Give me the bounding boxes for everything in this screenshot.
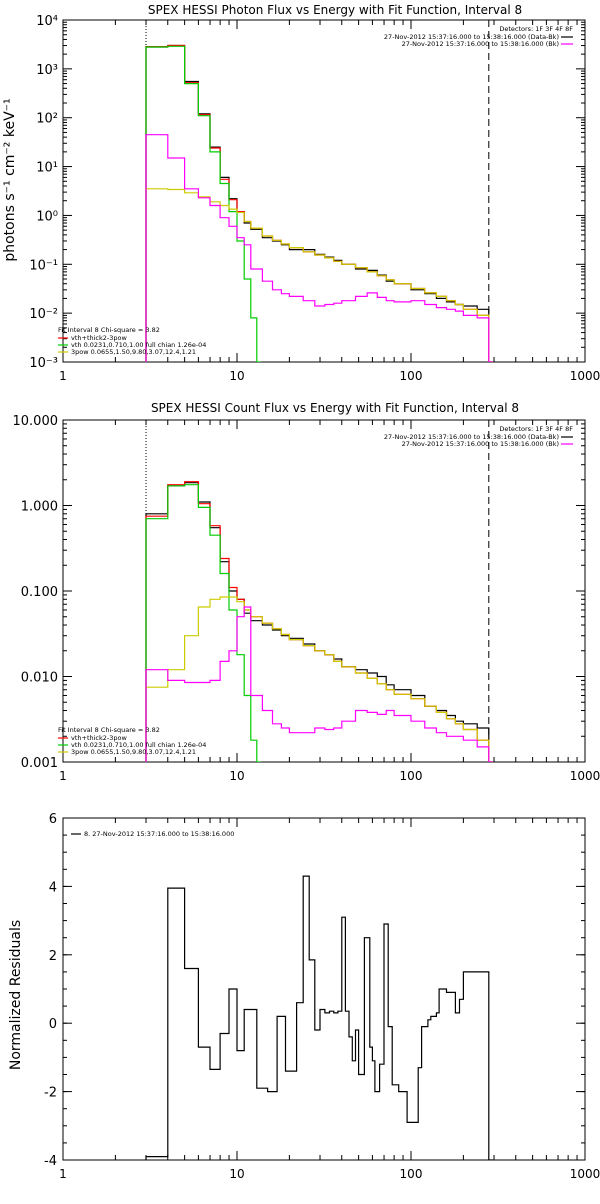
- x-tick-label: 1000: [570, 369, 600, 383]
- series-line: [146, 485, 261, 762]
- y-tick-label: 0.010: [21, 671, 58, 686]
- fit-legend-header: Fit Interval 8 Chi-square = 3.82: [58, 326, 160, 334]
- y-tick-label: 10¹: [36, 161, 58, 176]
- photon-flux-panel: SPEX HESSI Photon Flux vs Energy with Fi…: [2, 3, 600, 383]
- series-line: [146, 876, 493, 1160]
- y-tick-label: -2: [44, 1086, 57, 1101]
- plot-frame: [63, 420, 585, 762]
- count-flux-title: SPEX HESSI Count Flux vs Energy with Fit…: [151, 401, 519, 415]
- x-tick-label: 10: [229, 369, 244, 383]
- y-tick-label: 0: [49, 1017, 57, 1032]
- y-tick-label: 10³: [36, 63, 58, 78]
- residual-legend-entry: 8. 27-Nov-2012 15:37:16.000 to 15:38:16.…: [84, 830, 234, 838]
- y-tick-label: 10⁻¹: [29, 258, 58, 273]
- legend-entry: 27-Nov-2012 15:37:16.000 to 15:38:16.000…: [402, 40, 559, 48]
- plot-frame: [63, 20, 585, 362]
- series-group: [146, 876, 493, 1160]
- photon-flux-ylabel: photons s⁻¹ cm⁻² keV⁻¹: [2, 98, 18, 261]
- residuals-panel: Normalized Residuals 1 10 100 1000 -4 -2 0 2 4 6 8…: [8, 812, 600, 1181]
- x-tick-label: 100: [400, 369, 423, 383]
- y-tick-label: 10⁴: [36, 14, 58, 29]
- x-tick-label: 1000: [570, 1167, 600, 1181]
- x-tick-label: 100: [400, 1167, 423, 1181]
- y-tick-label: 10²: [36, 112, 58, 127]
- y-tick-label: 10⁰: [36, 209, 58, 224]
- x-tick-label: 10: [229, 1167, 244, 1181]
- y-tick-label: 10⁻³: [29, 356, 58, 371]
- photon-flux-title: SPEX HESSI Photon Flux vs Energy with Fi…: [148, 3, 522, 17]
- fit-legend-entry: 3pow 0.0655,1.50,9.80,3.07,12.4,1.21: [71, 348, 196, 356]
- y-tick-label: -4: [44, 1154, 57, 1169]
- x-tick-label: 100: [400, 769, 423, 783]
- series-line: [146, 189, 493, 362]
- y-tick-label: 1.000: [21, 500, 58, 515]
- y-tick-label: 0.001: [21, 756, 58, 771]
- series-group: [146, 482, 493, 762]
- x-tick-label: 1: [59, 769, 67, 783]
- residuals-plot: 1 10 100 1000 -4 -2 0 2 4 6 8. 27-Nov-2012 15:37:1…: [44, 812, 600, 1181]
- y-tick-label: 4: [49, 880, 57, 895]
- y-tick-label: 0.100: [21, 585, 58, 600]
- count-flux-plot: 1 10 100 1000 0.001 0.010 0.100 1.000 10.000 Dete…: [13, 414, 600, 783]
- series-line: [146, 597, 493, 762]
- legend-header: Detectors: 1F 3F 4F 8F: [499, 25, 573, 33]
- fit-legend-header: Fit Interval 8 Chi-square = 3.82: [58, 726, 160, 734]
- legend-header: Detectors: 1F 3F 4F 8F: [499, 425, 573, 433]
- series-line: [146, 135, 493, 362]
- y-tick-label: 2: [49, 949, 57, 964]
- y-tick-label: 10.000: [13, 414, 59, 429]
- y-tick-label: 6: [49, 812, 57, 827]
- plot-frame: [63, 818, 585, 1160]
- series-group: [146, 46, 493, 363]
- x-tick-label: 10: [229, 769, 244, 783]
- photon-flux-plot: 1 10 100 1000 10⁻³ 10⁻² 10⁻¹ 10⁰ 10¹ 10² 10³ 10⁴ Det…: [29, 14, 600, 383]
- x-tick-label: 1: [59, 369, 67, 383]
- x-tick-label: 1: [59, 1167, 67, 1181]
- residuals-ylabel: Normalized Residuals: [8, 920, 24, 1070]
- count-flux-panel: SPEX HESSI Count Flux vs Energy with Fit…: [13, 401, 600, 783]
- y-tick-label: 10⁻²: [29, 307, 58, 322]
- legend-entry: 27-Nov-2012 15:37:16.000 to 15:38:16.000…: [402, 440, 559, 448]
- x-tick-label: 1000: [570, 769, 600, 783]
- fit-legend-entry: 3pow 0.0655,1.50,9.80,3.07,12.4,1.21: [71, 748, 196, 756]
- series-line: [146, 46, 261, 362]
